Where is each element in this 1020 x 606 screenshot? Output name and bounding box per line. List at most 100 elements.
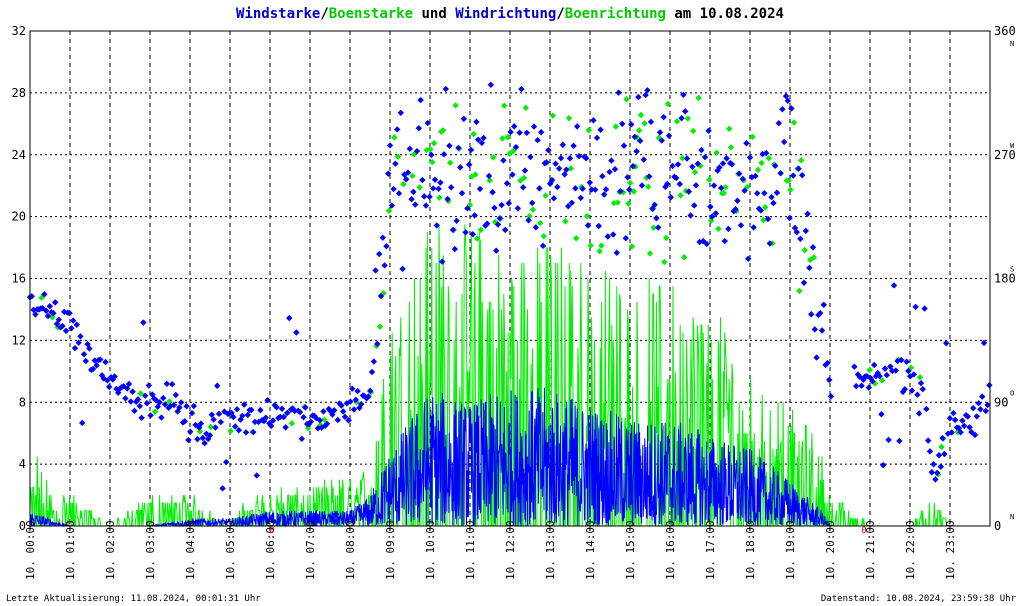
windrichtung-point [390, 185, 397, 193]
windrichtung-point [977, 406, 984, 413]
windrichtung-point [570, 142, 577, 150]
boenrichtung-point [376, 323, 384, 330]
windrichtung-point [674, 161, 682, 168]
windrichtung-point [700, 237, 707, 245]
windrichtung-point [476, 185, 484, 193]
windrichtung-point [718, 184, 725, 192]
windrichtung-point [86, 345, 93, 352]
windrichtung-point [232, 423, 239, 430]
windrichtung-point [422, 202, 430, 209]
windrichtung-point [590, 117, 597, 124]
windrichtung-point [201, 440, 208, 447]
windrichtung-point [286, 314, 293, 322]
boenrichtung-point [504, 133, 511, 141]
windrichtung-point [478, 139, 485, 147]
boenrichtung-point [391, 134, 398, 141]
windrichtung-point [809, 244, 817, 251]
windrichtung-point [752, 172, 759, 180]
windrichtung-point [800, 279, 808, 286]
windrichtung-point [577, 194, 584, 202]
windrichtung-point [188, 409, 196, 417]
windrichtung-point [773, 189, 781, 196]
windrichtung-point [743, 140, 750, 147]
windrichtung-point [775, 119, 782, 127]
windrichtung-point [869, 378, 876, 385]
windrichtung-point [296, 408, 304, 416]
windrichtung-point [808, 311, 815, 318]
windrichtung-point [30, 306, 37, 313]
windrichtung-point [82, 357, 89, 365]
windrichtung-point [183, 403, 190, 410]
windrichtung-point [629, 163, 637, 170]
windrichtung-point [615, 89, 622, 96]
windrichtung-point [503, 180, 511, 187]
windrichtung-point [746, 154, 754, 161]
windrichtung-point [185, 436, 192, 444]
boenrichtung-point [695, 94, 702, 102]
windrichtung-point [350, 406, 358, 413]
boenrichtung-point [706, 176, 713, 183]
windrichtung-point [514, 205, 521, 212]
windrichtung-point [619, 120, 626, 128]
windrichtung-point [493, 247, 500, 254]
windrichtung-point [683, 155, 691, 162]
boenrichtung-point [801, 246, 808, 254]
boenrichtung-point [499, 135, 506, 142]
windrichtung-point [678, 114, 685, 122]
windrichtung-point [592, 186, 599, 193]
windrichtung-point [959, 417, 966, 424]
boenrichtung-point [573, 235, 580, 242]
windrichtung-point [957, 429, 964, 436]
windrichtung-point [637, 137, 644, 145]
windrichtung-point [244, 411, 251, 419]
windrichtung-point [748, 174, 755, 181]
windrichtung-point [725, 225, 732, 233]
windrichtung-point [889, 367, 896, 375]
windrichtung-point [413, 147, 421, 155]
y-left-tick-label: 4 [19, 457, 26, 471]
windrichtung-point [496, 215, 503, 222]
windrichtung-point [599, 173, 606, 180]
boenrichtung-point [385, 207, 393, 215]
windrichtung-point [302, 404, 309, 411]
windrichtung-point [901, 386, 908, 393]
windrichtung-point [487, 81, 494, 88]
windrichtung-point [896, 437, 903, 445]
windrichtung-point [458, 189, 466, 197]
boenrichtung-point [416, 184, 423, 191]
boenrichtung-point [596, 248, 603, 255]
red-marker: 0 [861, 526, 866, 536]
windrichtung-point [347, 398, 354, 405]
windrichtung-point [646, 173, 653, 180]
windrichtung-point [435, 185, 442, 193]
boenrichtung-point [760, 216, 767, 224]
windrichtung-point [926, 448, 934, 455]
windrichtung-point [914, 391, 921, 398]
boenrichtung-point [708, 217, 715, 224]
boenrichtung-point [623, 96, 630, 103]
windrichtung-point [395, 190, 403, 197]
boenstarke-series [29, 224, 990, 527]
windrichtung-point [79, 419, 86, 427]
windrichtung-point [277, 413, 284, 421]
windrichtung-point [345, 417, 352, 424]
windrichtung-point [919, 385, 926, 393]
windrichtung-point [930, 461, 937, 468]
windrichtung-point [214, 382, 221, 389]
windrichtung-point [494, 221, 502, 228]
windrichtung-point [611, 165, 619, 173]
windrichtung-point [701, 153, 709, 161]
windrichtung-point [332, 511, 340, 518]
windrichtung-point [233, 406, 241, 413]
windrichtung-point [763, 149, 770, 157]
boenrichtung-point [762, 204, 769, 211]
boenrichtung-point [436, 194, 443, 201]
windrichtung-point [386, 142, 394, 149]
windrichtung-point [910, 371, 917, 378]
boenrichtung-point [486, 177, 493, 184]
windrichtung-point [687, 212, 694, 219]
windrichtung-point [475, 136, 482, 143]
boenrichtung-point [679, 155, 686, 162]
